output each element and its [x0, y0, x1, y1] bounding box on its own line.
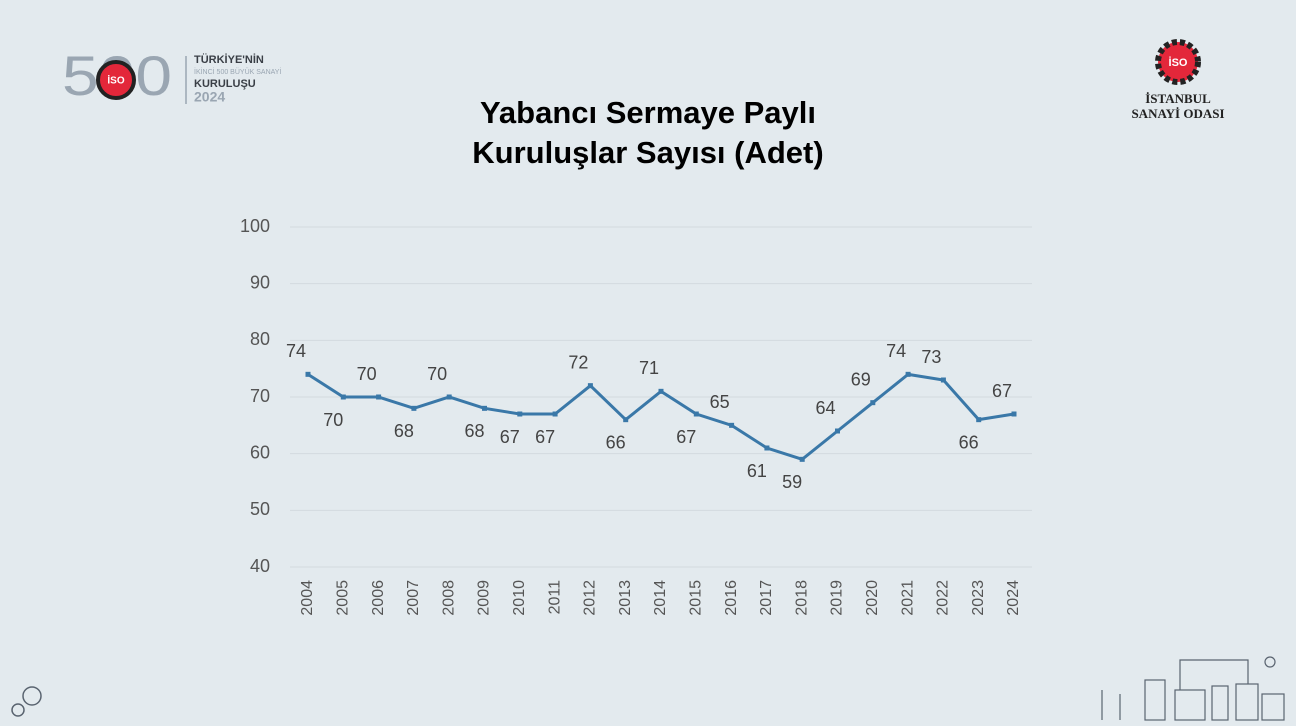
x-tick-label: 2010	[511, 580, 528, 616]
data-label: 66	[959, 432, 979, 452]
marker	[1011, 411, 1017, 417]
logo-text: TÜRKİYE'NİN	[194, 53, 264, 66]
data-label: 61	[747, 461, 767, 481]
marker	[693, 411, 699, 417]
data-label: 64	[815, 398, 835, 418]
y-tick-label: 80	[250, 329, 270, 349]
data-label: 65	[710, 392, 730, 412]
chart-title: Yabancı Sermaye Paylı	[480, 95, 816, 130]
data-label: 68	[394, 421, 414, 441]
data-label: 67	[500, 427, 520, 447]
x-tick-label: 2015	[688, 580, 705, 616]
logo-badge-circle	[1155, 39, 1201, 85]
x-tick-label: 2023	[970, 580, 987, 616]
data-label: 74	[286, 341, 306, 361]
y-tick-label: 70	[250, 386, 270, 406]
x-tick-label: 2005	[335, 580, 352, 616]
marker	[305, 371, 311, 377]
marker	[870, 400, 876, 406]
data-label: 67	[992, 381, 1012, 401]
logo-badge-circle	[96, 60, 136, 100]
marker	[376, 394, 382, 400]
marker	[517, 411, 523, 417]
x-tick-label: 2019	[829, 580, 846, 616]
data-label: 69	[851, 369, 871, 389]
logo-badge: İSO	[1169, 56, 1188, 69]
marker	[587, 383, 593, 389]
data-label: 70	[357, 364, 377, 384]
x-tick-label: 2007	[405, 580, 422, 616]
x-tick-label: 2021	[899, 580, 916, 616]
data-label: 71	[639, 358, 659, 378]
marker	[623, 417, 629, 423]
logo-text: SANAYİ ODASI	[1131, 106, 1224, 121]
marker	[340, 394, 346, 400]
marker	[411, 405, 417, 411]
x-tick-label: 2008	[440, 580, 457, 616]
data-label: 74	[886, 341, 906, 361]
marker	[552, 411, 558, 417]
x-tick-label: 2016	[723, 580, 740, 616]
logo-text: İKİNCİ 500 BÜYÜK SANAYİ	[194, 67, 281, 76]
logo-text: İSTANBUL	[1145, 91, 1211, 106]
marker	[658, 388, 664, 394]
marker	[446, 394, 452, 400]
logo-text: KURULUŞU	[194, 78, 256, 90]
data-label: 70	[323, 410, 343, 430]
marker	[764, 445, 770, 451]
marker	[799, 456, 805, 462]
industry-icon	[1101, 656, 1285, 721]
x-tick-label: 2004	[299, 580, 316, 616]
gear-icon	[11, 686, 42, 717]
x-tick-label: 2011	[546, 580, 563, 615]
data-label: 73	[921, 347, 941, 367]
chart-title: Kuruluşlar Sayısı (Adet)	[472, 135, 823, 170]
x-tick-label: 2012	[582, 580, 599, 616]
x-tick-label: 2022	[935, 580, 952, 616]
marker	[482, 405, 487, 411]
x-tick-label: 2014	[652, 580, 669, 616]
marker	[905, 371, 911, 377]
marker	[940, 377, 946, 383]
y-tick-label: 90	[250, 272, 270, 292]
logo-year: 2024	[194, 89, 225, 105]
data-label: 66	[606, 432, 626, 452]
marker	[835, 428, 840, 434]
x-tick-label: 2024	[1005, 580, 1022, 616]
y-tick-label: 100	[240, 216, 270, 236]
logo-badge: İSO	[107, 74, 124, 87]
y-tick-label: 60	[250, 442, 270, 462]
x-tick-label: 2020	[864, 580, 881, 616]
data-label: 67	[676, 427, 696, 447]
data-label: 68	[464, 421, 484, 441]
data-label: 67	[535, 427, 555, 447]
data-label: 72	[568, 352, 588, 372]
data-label: 59	[782, 472, 802, 492]
x-tick-label: 2017	[758, 580, 775, 616]
x-tick-label: 2006	[370, 580, 387, 616]
x-tick-label: 2018	[793, 580, 810, 616]
x-tick-label: 2013	[617, 580, 634, 616]
x-tick-label: 2009	[476, 580, 493, 616]
data-label: 70	[427, 364, 447, 384]
y-tick-label: 50	[250, 499, 270, 519]
marker	[976, 417, 982, 423]
marker	[729, 422, 735, 428]
y-tick-label: 40	[250, 556, 270, 576]
